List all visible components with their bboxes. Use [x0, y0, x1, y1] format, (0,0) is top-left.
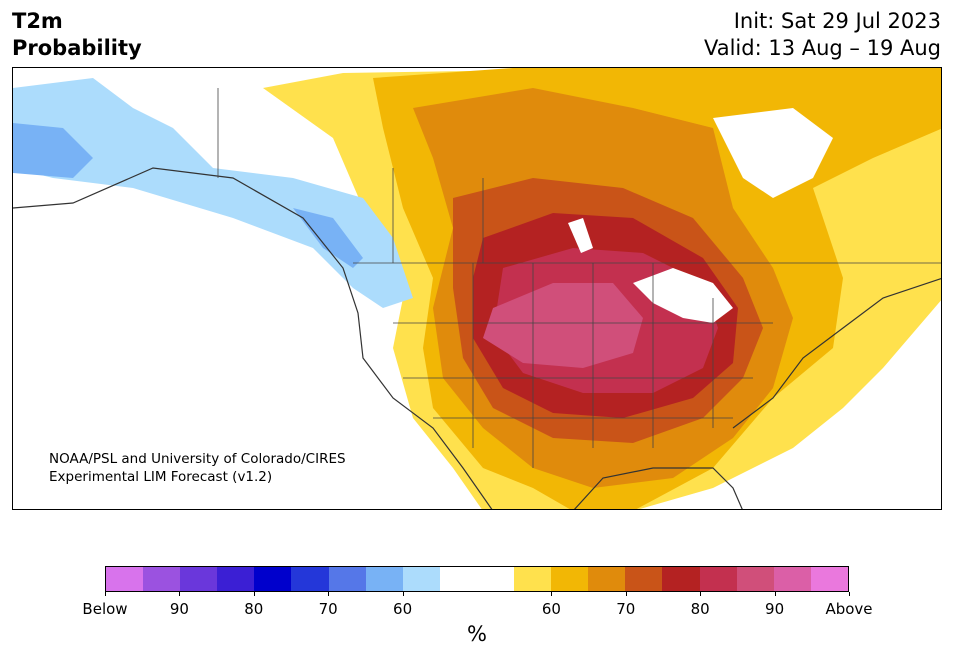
- colorbar-swatch: [143, 567, 181, 591]
- colorbar-swatch: [514, 567, 552, 591]
- contour-below-60: [13, 78, 413, 308]
- title: T2m Probability: [12, 8, 142, 62]
- colorbar-tick-label: 60: [541, 600, 561, 618]
- valid-range: Valid: 13 Aug – 19 Aug: [703, 36, 941, 60]
- colorbar-swatch: [365, 567, 403, 591]
- forecast-dates: Init: Sat 29 Jul 2023 Valid: 13 Aug – 19…: [704, 8, 941, 62]
- colorbar-swatch: [699, 567, 737, 591]
- lake-winnipeg: [568, 218, 593, 253]
- credit-text: NOAA/PSL and University of Colorado/CIRE…: [49, 450, 346, 486]
- colorbar-tick-label: Below: [82, 600, 128, 618]
- colorbar-swatch: [773, 567, 811, 591]
- colorbar-tick-label: 80: [690, 600, 710, 618]
- title-line-variable: T2m: [12, 9, 63, 33]
- colorbar-swatch: [439, 567, 477, 591]
- colorbar-tick-label: 60: [393, 600, 413, 618]
- colorbar-swatch: [476, 567, 515, 591]
- title-line-probability: Probability: [12, 36, 142, 60]
- colorbar-tickmark: [328, 592, 330, 596]
- colorbar-swatch: [291, 567, 329, 591]
- colorbar-swatch: [625, 567, 663, 591]
- colorbar-tickmark: [551, 592, 553, 596]
- political-borders: [217, 88, 941, 468]
- colorbar-tickmark: [700, 592, 702, 596]
- hudson-bay: [713, 108, 833, 198]
- colorbar-swatch: [810, 567, 848, 591]
- forecast-map: [12, 67, 942, 510]
- credit-line-2: Experimental LIM Forecast (v1.2): [49, 469, 273, 485]
- great-lakes: [633, 268, 733, 323]
- colorbar-tickmark: [402, 592, 404, 596]
- colorbar-tickmark: [774, 592, 776, 596]
- colorbar-tickmark: [625, 592, 627, 596]
- colorbar-tickmark: [105, 592, 106, 596]
- colorbar-swatch: [106, 567, 144, 591]
- colorbar-swatch: [254, 567, 292, 591]
- coastline: [13, 167, 941, 509]
- colorbar-swatch: [736, 567, 774, 591]
- colorbar: [105, 566, 849, 592]
- colorbar-swatch: [402, 567, 440, 591]
- colorbar-swatch: [662, 567, 700, 591]
- contour-above-90: [483, 283, 643, 368]
- colorbar-swatch: [551, 567, 589, 591]
- colorbar-tickmark: [849, 592, 850, 596]
- init-date: Init: Sat 29 Jul 2023: [733, 9, 941, 33]
- colorbar-swatch: [180, 567, 218, 591]
- colorbar-swatch: [588, 567, 626, 591]
- contour-below-65: [13, 123, 363, 268]
- credit-line-1: NOAA/PSL and University of Colorado/CIRE…: [49, 451, 346, 467]
- colorbar-tickmark: [179, 592, 181, 596]
- colorbar-swatch: [217, 567, 255, 591]
- colorbar-unit: %: [467, 622, 487, 646]
- colorbar-tickmark: [253, 592, 255, 596]
- colorbar-tick-label: 90: [169, 600, 189, 618]
- colorbar-tick-label: 70: [616, 600, 636, 618]
- colorbar-swatch: [328, 567, 366, 591]
- map-canvas: [13, 68, 941, 509]
- colorbar-tick-label: 80: [244, 600, 264, 618]
- colorbar-tick-label: Above: [825, 600, 873, 618]
- colorbar-tick-label: 90: [765, 600, 785, 618]
- colorbar-tick-label: 70: [318, 600, 338, 618]
